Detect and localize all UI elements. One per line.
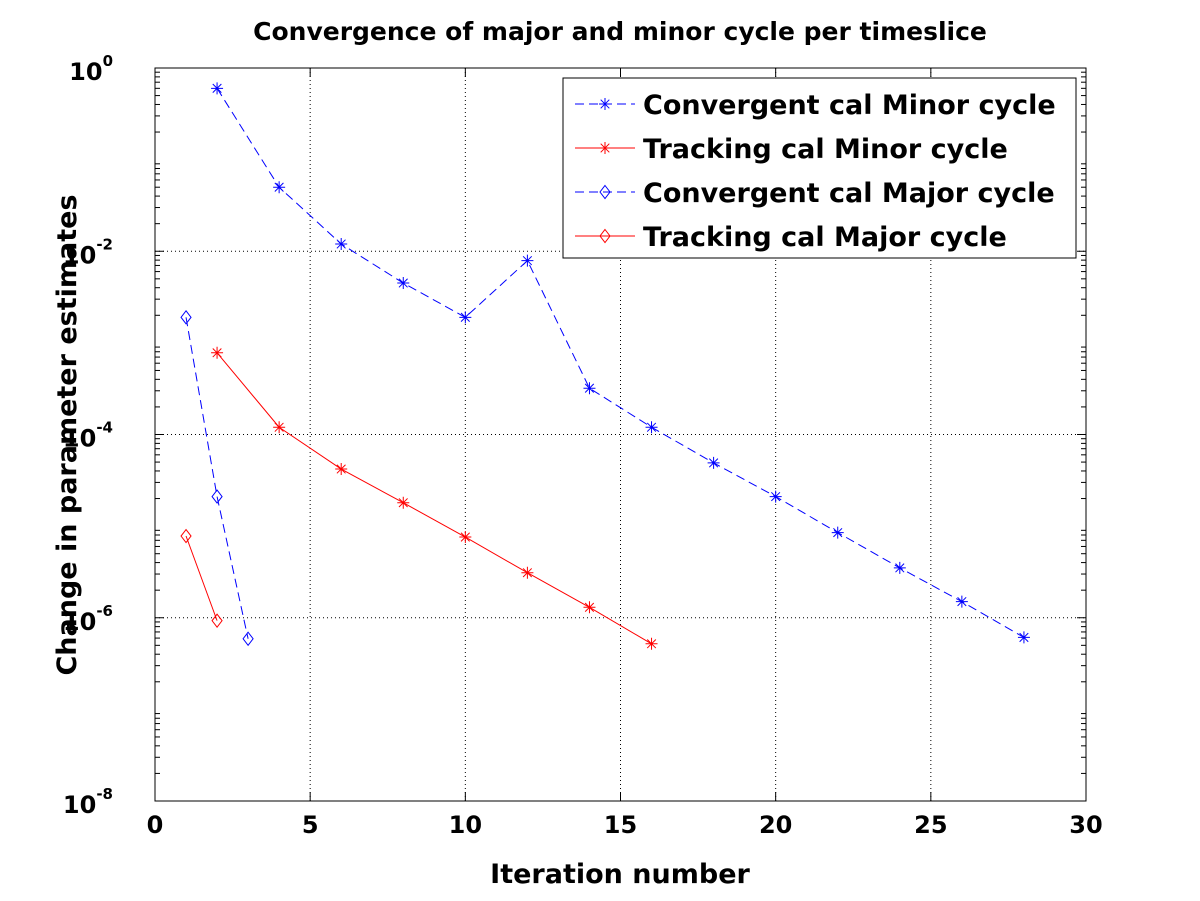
legend-label: Tracking cal Major cycle: [643, 222, 1007, 253]
legend-box: [562, 77, 1077, 259]
x-tick-label: 5: [302, 811, 319, 839]
x-tick-label: 30: [1069, 811, 1102, 839]
data-point-asterisk: [707, 456, 720, 469]
data-point-diamond: [599, 184, 611, 200]
legend-label: Tracking cal Minor cycle: [643, 134, 1008, 165]
data-point-asterisk: [211, 346, 224, 359]
y-axis-label: Change in parameter estimates: [52, 194, 83, 675]
series-line: [216, 88, 1025, 638]
series-3: [180, 528, 223, 628]
series-2: [180, 310, 254, 647]
x-tick-label: 15: [604, 811, 637, 839]
data-point-diamond: [599, 228, 611, 244]
y-tick-exponent: -6: [96, 602, 113, 620]
data-point-asterisk: [211, 82, 224, 95]
series-line: [216, 352, 652, 645]
y-tick-label: 10-8: [63, 785, 113, 819]
y-tick-label: 10-2: [63, 235, 113, 269]
data-point-asterisk: [1017, 631, 1030, 644]
y-tick-label: 100: [69, 52, 113, 86]
data-point-asterisk: [645, 637, 658, 650]
data-point-diamond: [211, 489, 223, 504]
legend-label: Convergent cal Major cycle: [643, 178, 1055, 209]
legend-entry: Tracking cal Minor cycle: [575, 134, 1008, 165]
data-point-asterisk: [397, 277, 410, 290]
data-point-asterisk: [459, 531, 472, 544]
y-tick-exponent: -4: [96, 419, 113, 437]
y-tick-base: 10: [69, 58, 102, 86]
x-axis-label: Iteration number: [490, 859, 750, 890]
data-point-asterisk: [831, 526, 844, 539]
data-point-asterisk: [955, 595, 968, 608]
data-point-diamond: [211, 613, 223, 628]
data-point-diamond: [180, 528, 192, 544]
series-line: [185, 535, 218, 621]
chart-title: Convergence of major and minor cycle per…: [253, 17, 987, 46]
data-point-asterisk: [335, 237, 348, 250]
data-point-asterisk: [335, 463, 348, 476]
data-point-asterisk: [599, 142, 611, 154]
data-point-asterisk: [645, 421, 658, 434]
data-point-diamond: [242, 631, 254, 647]
y-tick-exponent: -8: [96, 785, 113, 803]
data-point-asterisk: [599, 98, 611, 110]
legend-entry: Convergent cal Minor cycle: [575, 90, 1056, 121]
data-point-asterisk: [521, 566, 534, 579]
data-point-asterisk: [583, 601, 596, 614]
data-point-asterisk: [459, 311, 472, 324]
series-layer: [180, 82, 1030, 650]
series-line: [185, 317, 249, 639]
y-tick-exponent: 0: [103, 52, 113, 70]
x-tick-label: 25: [914, 811, 947, 839]
data-point-asterisk: [397, 496, 410, 509]
x-tick-label: 10: [449, 811, 482, 839]
y-tick-exponent: -2: [96, 235, 113, 253]
x-tick-label: 0: [147, 811, 164, 839]
data-point-asterisk: [893, 561, 906, 574]
legend-entry: Tracking cal Major cycle: [575, 222, 1007, 253]
y-tick-base: 10: [63, 425, 96, 453]
data-point-asterisk: [769, 490, 782, 503]
y-tick-label: 10-6: [63, 602, 113, 636]
y-tick-base: 10: [63, 791, 96, 819]
data-point-asterisk: [521, 254, 534, 267]
data-point-asterisk: [273, 181, 286, 194]
legend-entry: Convergent cal Major cycle: [575, 178, 1055, 209]
x-tick-label: 20: [759, 811, 792, 839]
y-tick-base: 10: [63, 608, 96, 636]
y-tick-base: 10: [63, 241, 96, 269]
data-point-asterisk: [273, 421, 286, 434]
data-point-asterisk: [583, 382, 596, 395]
series-1: [211, 346, 658, 650]
data-point-diamond: [180, 310, 192, 325]
legend: Convergent cal Minor cycle Tracking cal M…: [562, 77, 1077, 259]
legend-label: Convergent cal Minor cycle: [643, 90, 1056, 121]
series-0: [211, 82, 1030, 644]
y-tick-label: 10-4: [63, 419, 113, 453]
